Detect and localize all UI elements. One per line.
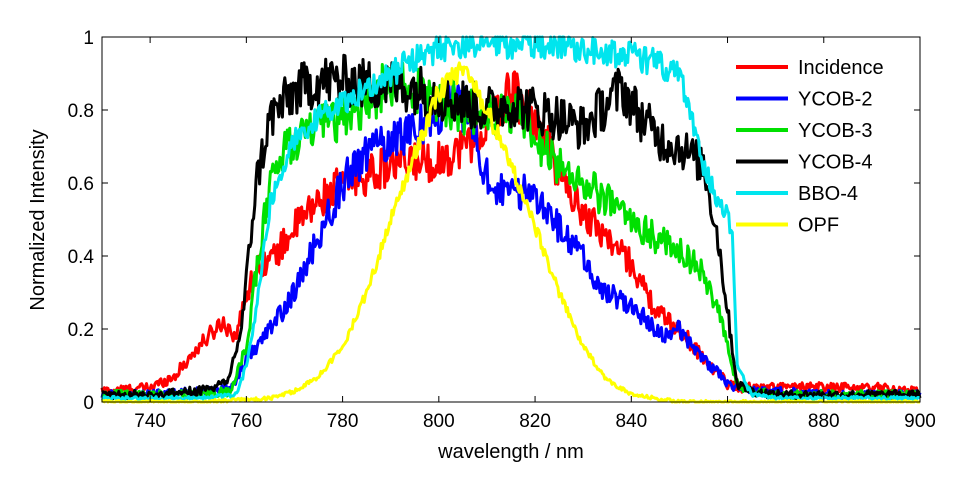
x-tick-label: 840 [615, 411, 647, 432]
x-tick-label: 740 [134, 411, 166, 432]
series-line-incidence [100, 70, 921, 397]
y-axis: 0 0.2 0.4 0.6 0.8 1 [68, 28, 920, 414]
series-line-bbo-4 [100, 35, 921, 402]
y-tick-label: 0.6 [68, 174, 94, 195]
x-tick-label: 900 [904, 411, 936, 432]
legend-label: OPF [798, 215, 839, 237]
y-axis-label: Normalized Intensity [27, 129, 49, 310]
y-tick-label: 0 [83, 393, 94, 414]
x-tick-label: 780 [327, 411, 359, 432]
x-tick-label: 820 [519, 411, 551, 432]
plot-frame [101, 36, 921, 403]
y-tick-label: 0.2 [68, 320, 94, 341]
x-tick-label: 860 [712, 411, 744, 432]
y-tick-label: 0.4 [68, 247, 95, 268]
legend-label: Incidence [798, 57, 884, 79]
legend: Incidence YCOB-2 YCOB-3 YCOB-4 BBO-4 OPF [736, 57, 884, 237]
y-tick-label: 1 [83, 28, 94, 49]
x-axis-label: wavelength / nm [437, 441, 584, 463]
x-tick-label: 880 [808, 411, 840, 432]
x-tick-label: 760 [231, 411, 263, 432]
x-axis: 740 760 780 800 820 840 860 880 900 [134, 37, 936, 432]
legend-label: YCOB-4 [798, 152, 872, 174]
legend-label: YCOB-2 [798, 89, 872, 111]
legend-label: YCOB-3 [798, 120, 872, 142]
series-line-ycob-4 [101, 53, 922, 401]
x-tick-label: 800 [423, 411, 455, 432]
legend-label: BBO-4 [798, 183, 858, 205]
y-tick-label: 0.8 [68, 101, 94, 122]
series-line-ycob-3 [100, 61, 922, 401]
